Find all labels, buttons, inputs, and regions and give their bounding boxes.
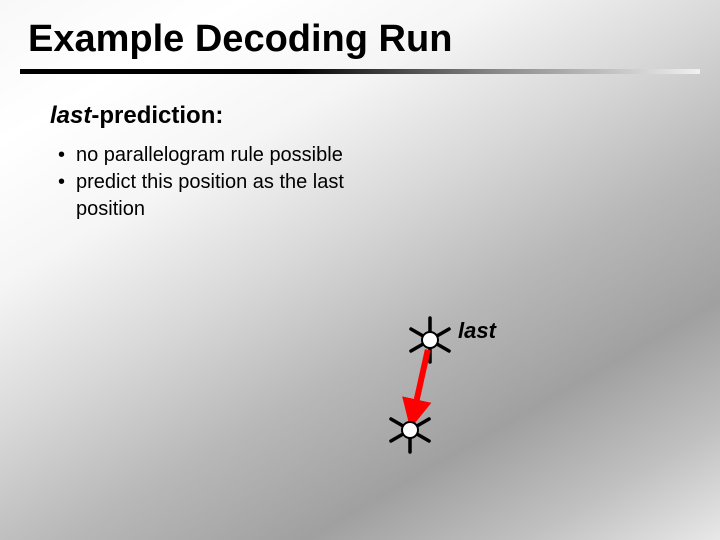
slide-title: Example Decoding Run <box>0 0 720 69</box>
subtitle: last-prediction: <box>0 74 720 138</box>
prediction-arrow <box>414 350 428 413</box>
last-point-circle <box>422 332 438 348</box>
last-label: last <box>458 318 496 344</box>
bullet-list: no parallelogram rule possible predict t… <box>0 138 720 223</box>
prediction-diagram: last <box>330 300 590 520</box>
list-item: no parallelogram rule possible <box>58 142 418 169</box>
list-item: predict this position as the last positi… <box>58 169 418 223</box>
subtitle-italic: last <box>50 102 91 129</box>
subtitle-rest: -prediction: <box>91 102 223 129</box>
current-point-circle <box>402 422 418 438</box>
